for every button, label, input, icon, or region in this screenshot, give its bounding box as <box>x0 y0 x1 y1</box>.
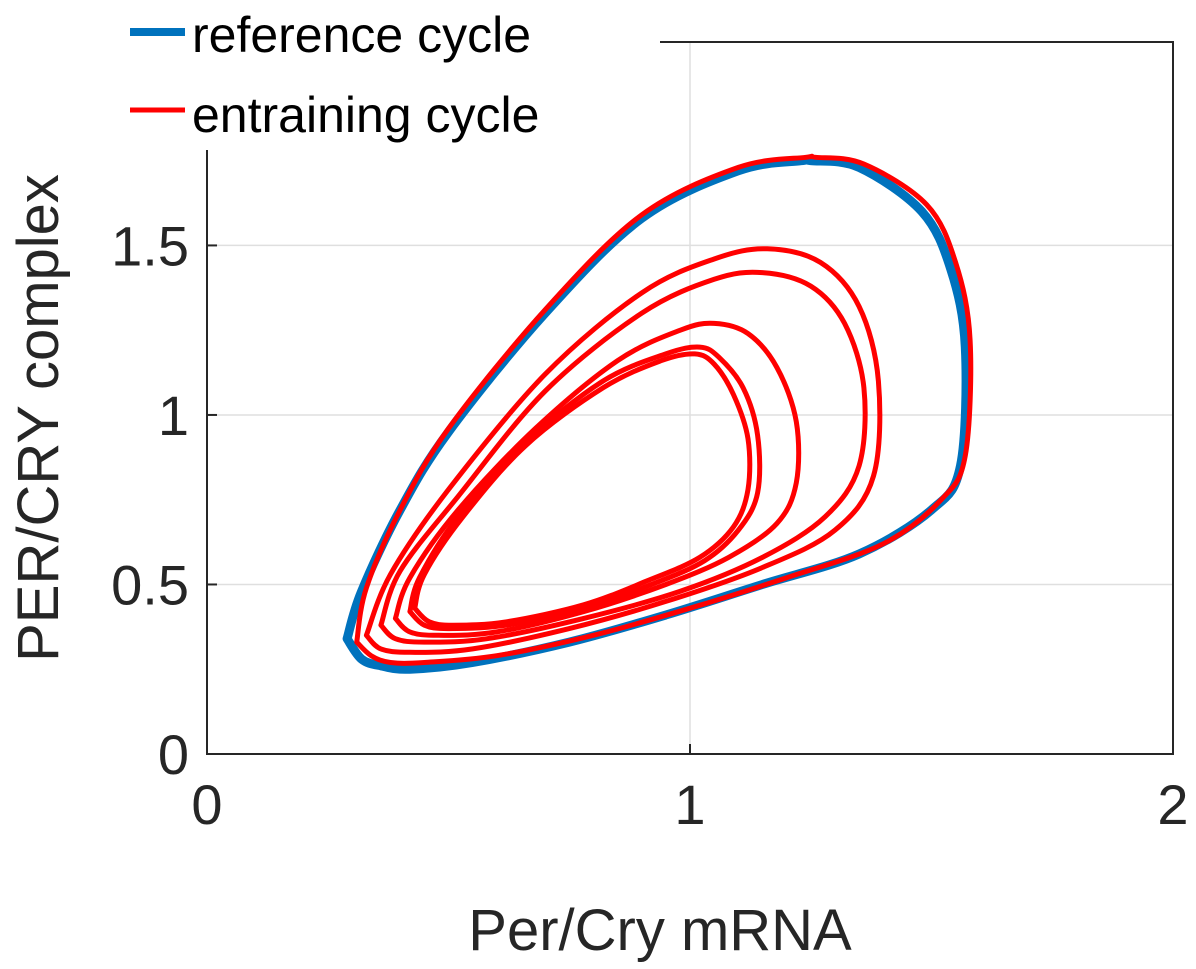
tick-labels: 0 1 2 0 0.5 1 1.5 <box>111 214 1188 836</box>
y-tick-label: 0 <box>158 723 189 786</box>
legend-label-entraining-cycle: entraining cycle <box>192 87 539 143</box>
series-line-entraining-cycle <box>392 320 802 638</box>
x-tick-label: 2 <box>1157 773 1188 836</box>
series-line-entraining-cycle <box>378 269 868 645</box>
legend-label-reference-cycle: reference cycle <box>192 7 531 63</box>
x-tick-label: 0 <box>191 773 222 836</box>
y-axis-label: PER/CRY complex <box>6 174 71 662</box>
y-tick-label: 1 <box>158 384 189 447</box>
series-layer <box>342 153 974 674</box>
y-tick-label: 1.5 <box>111 214 189 277</box>
legend-background <box>120 0 660 150</box>
x-axis-label: Per/Cry mRNA <box>468 898 852 963</box>
y-tick-label: 0.5 <box>111 553 189 616</box>
series-line-entraining-cycle <box>354 153 974 666</box>
x-tick-label: 1 <box>674 773 705 836</box>
series-line-entraining-cycle <box>363 246 883 655</box>
legend: reference cycle entraining cycle <box>120 0 660 150</box>
series-line-entraining-cycle <box>412 351 753 628</box>
